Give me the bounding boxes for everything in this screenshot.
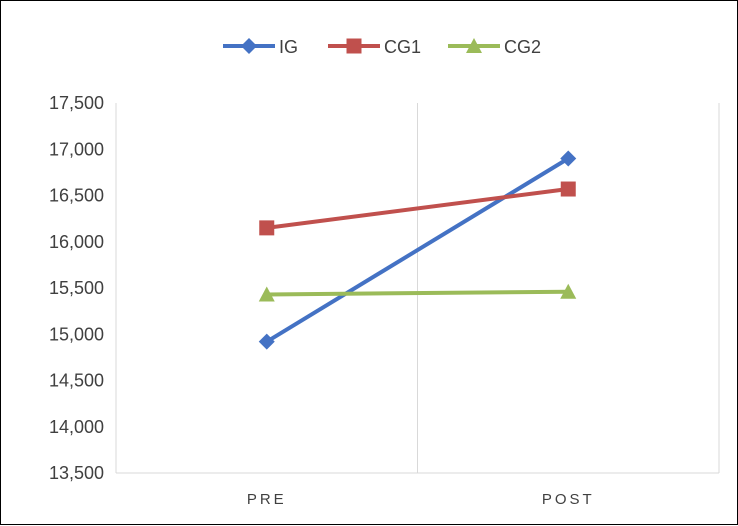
x-category-label: PRE [247,491,287,508]
y-tick-label: 14,500 [49,371,104,391]
legend-marker-cg2 [466,38,482,53]
y-tick-label: 15,000 [49,324,104,344]
data-point-cg1 [259,220,275,236]
y-tick-label: 17,000 [49,139,104,159]
legend-marker-cg1 [346,38,362,54]
y-tick-label: 14,000 [49,417,104,437]
series-line-cg1 [266,187,569,230]
y-tick-label: 17,500 [49,93,104,113]
series-line-cg2 [266,289,569,297]
y-tick-label: 16,500 [49,186,104,206]
y-tick-label: 15,500 [49,278,104,298]
data-point-cg2 [560,283,577,299]
data-point-ig [258,333,275,350]
data-point-ig [560,150,577,167]
y-tick-label: 13,500 [49,463,104,483]
data-point-cg2 [258,286,275,302]
x-category-label: POST [542,491,595,508]
legend-marker-ig [241,38,257,54]
data-point-cg1 [560,181,576,197]
y-tick-label: 16,000 [49,232,104,252]
series-line-ig [265,156,570,344]
legend-label-ig: IG [279,37,298,57]
legend-label-cg1: CG1 [384,37,421,57]
legend-label-cg2: CG2 [504,37,541,57]
